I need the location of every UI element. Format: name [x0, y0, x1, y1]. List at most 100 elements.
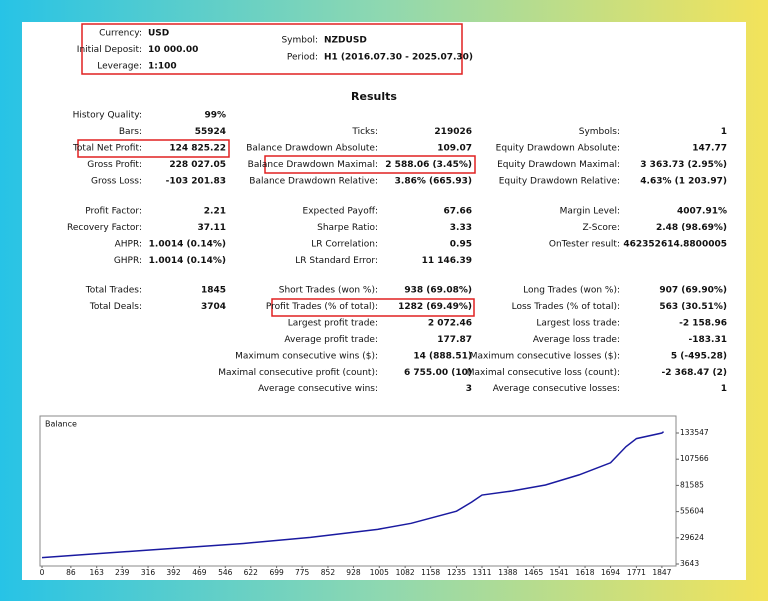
x-tick-label: 699 — [269, 568, 284, 577]
field-label: Period: — [287, 53, 318, 63]
stat-value: -103 201.83 — [166, 176, 226, 186]
x-tick-label: 1235 — [447, 568, 466, 577]
stat-value: 99% — [204, 111, 226, 121]
stat-value: 1282 (69.49%) — [398, 302, 472, 312]
x-tick-label: 1158 — [421, 568, 440, 577]
x-tick-label: 928 — [346, 568, 361, 577]
x-tick-label: 1311 — [472, 568, 491, 577]
y-tick-label: 107566 — [680, 454, 709, 463]
stat-label: Total Net Profit: — [72, 143, 142, 153]
stat-label: Maximum consecutive losses ($): — [470, 351, 620, 361]
stat-value: 6 755.00 (10) — [404, 368, 472, 378]
stat-value: -2 158.96 — [679, 318, 727, 328]
x-tick-label: 1005 — [370, 568, 389, 577]
stat-value: 2 588.06 (3.45%) — [385, 160, 472, 170]
highlight-box — [264, 155, 476, 174]
stat-value: 3.33 — [450, 223, 472, 233]
x-tick-label: 163 — [90, 568, 105, 577]
y-tick-label: 3643 — [680, 559, 699, 568]
stat-label: Z-Score: — [583, 223, 621, 233]
chart-title: Balance — [45, 420, 77, 429]
stat-label: Largest loss trade: — [536, 318, 620, 328]
x-tick-label: 469 — [192, 568, 207, 577]
field-value: H1 (2016.07.30 - 2025.07.30) — [324, 53, 473, 63]
stat-value: 55924 — [195, 127, 226, 137]
field-label: Currency: — [99, 29, 142, 39]
stat-value: 563 (30.51%) — [659, 302, 727, 312]
x-tick-label: 1771 — [627, 568, 646, 577]
stat-label: Largest profit trade: — [288, 318, 378, 328]
stat-value: 3.86% (665.93) — [395, 176, 472, 186]
stat-label: Average consecutive losses: — [493, 384, 620, 394]
stat-label: Balance Drawdown Absolute: — [246, 143, 378, 153]
stat-value: 907 (69.90%) — [659, 286, 727, 296]
stat-label: AHPR: — [115, 239, 142, 249]
stat-label: OnTester result: — [549, 239, 620, 249]
stat-label: Expected Payoff: — [303, 207, 378, 217]
stat-value: 1 — [721, 127, 727, 137]
stat-label: Equity Drawdown Absolute: — [496, 143, 620, 153]
x-tick-label: 86 — [66, 568, 76, 577]
stat-label: Gross Profit: — [87, 160, 142, 170]
field-label: Initial Deposit: — [77, 45, 142, 55]
stat-value: 1845 — [201, 286, 226, 296]
x-tick-label: 0 — [40, 568, 45, 577]
stat-value: 1.0014 (0.14%) — [149, 239, 226, 249]
stat-label: Total Trades: — [85, 286, 142, 296]
highlight-box — [81, 23, 463, 75]
stat-label: Average loss trade: — [533, 335, 620, 345]
stat-label: LR Standard Error: — [295, 256, 378, 266]
chart-frame — [39, 415, 677, 567]
field-value: USD — [148, 29, 169, 39]
field-label: Leverage: — [97, 62, 142, 72]
stat-value: 124 825.22 — [169, 143, 226, 153]
stat-value: 1.0014 (0.14%) — [149, 256, 226, 266]
balance-line — [41, 431, 665, 559]
x-tick-label: 316 — [141, 568, 156, 577]
stat-label: Equity Drawdown Maximal: — [497, 160, 620, 170]
stat-label: Average consecutive wins: — [258, 384, 378, 394]
stat-value: 462352614.8800005 — [623, 239, 727, 249]
x-tick-label: 546 — [218, 568, 233, 577]
stat-value: -2 368.47 (2) — [662, 368, 727, 378]
field-value: NZDUSD — [324, 36, 367, 46]
x-tick-label: 1847 — [652, 568, 671, 577]
stat-value: 1 — [721, 384, 727, 394]
results-title: Results — [351, 90, 397, 103]
highlight-box — [77, 139, 230, 158]
x-tick-label: 1694 — [601, 568, 620, 577]
field-value: 10 000.00 — [148, 45, 198, 55]
stat-label: Balance Drawdown Maximal: — [248, 160, 378, 170]
x-tick-label: 239 — [115, 568, 130, 577]
stat-label: Gross Loss: — [91, 176, 142, 186]
x-tick-label: 1388 — [498, 568, 517, 577]
stat-value: 11 146.39 — [422, 256, 472, 266]
stat-label: Total Deals: — [89, 302, 142, 312]
stat-label: Maximal consecutive loss (count): — [467, 368, 620, 378]
stat-label: Sharpe Ratio: — [317, 223, 378, 233]
stat-label: Balance Drawdown Relative: — [249, 176, 378, 186]
stat-value: 2 072.46 — [428, 318, 472, 328]
stat-label: Margin Level: — [560, 207, 620, 217]
x-tick-label: 1541 — [550, 568, 569, 577]
field-value: 1:100 — [148, 62, 177, 72]
stat-value: 3 363.73 (2.95%) — [640, 160, 727, 170]
stat-label: Short Trades (won %): — [279, 286, 378, 296]
stat-value: 5 (-495.28) — [671, 351, 727, 361]
y-tick-label: 133547 — [680, 428, 709, 437]
stat-label: Equity Drawdown Relative: — [499, 176, 620, 186]
y-tick-label: 29624 — [680, 533, 704, 542]
stat-value: 3704 — [201, 302, 226, 312]
stat-value: 2.48 (98.69%) — [656, 223, 727, 233]
stat-value: 37.11 — [198, 223, 226, 233]
x-tick-label: 1465 — [524, 568, 543, 577]
stat-label: History Quality: — [73, 111, 142, 121]
stat-value: 2.21 — [204, 207, 226, 217]
stat-value: 219026 — [434, 127, 472, 137]
x-tick-label: 775 — [295, 568, 310, 577]
stat-value: 14 (888.51) — [413, 351, 472, 361]
stat-label: Bars: — [119, 127, 142, 137]
stat-value: 3 — [466, 384, 472, 394]
